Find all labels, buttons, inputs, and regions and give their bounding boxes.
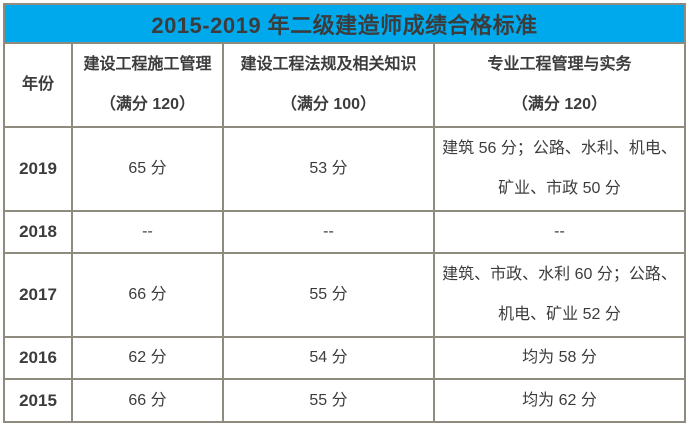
year-cell: 2016 (3, 336, 73, 380)
col-header-practice: 专业工程管理与实务 （满分 120） (432, 42, 687, 128)
col-header-regulations-title: 建设工程法规及相关知识 (240, 56, 417, 73)
regulations-score-cell: 55 分 (222, 252, 435, 338)
practice-score-cell: 建筑 56 分；公路、水利、机电、矿业、市政 50 分 (432, 126, 687, 212)
table-row: 2016 62 分 54 分 均为 58 分 (3, 336, 687, 380)
col-header-practice-title: 专业工程管理与实务 (487, 56, 632, 73)
management-score-cell: 66 分 (71, 378, 224, 423)
col-header-management: 建设工程施工管理 （满分 120） (71, 42, 224, 128)
table-row: 2017 66 分 55 分 建筑、市政、水利 60 分；公路、机电、矿业 52… (3, 252, 687, 338)
practice-score-cell: 均为 62 分 (432, 378, 687, 423)
regulations-score-cell: 55 分 (222, 378, 435, 423)
regulations-score-cell: 54 分 (222, 336, 435, 380)
practice-score-cell: -- (432, 210, 687, 254)
year-cell: 2017 (3, 252, 73, 338)
management-score-cell: 65 分 (71, 126, 224, 212)
management-score-cell: 66 分 (71, 252, 224, 338)
col-header-management-title: 建设工程施工管理 (83, 56, 212, 73)
table-row: 2015 66 分 55 分 均为 62 分 (3, 378, 687, 423)
col-header-regulations: 建设工程法规及相关知识 （满分 100） (222, 42, 435, 128)
practice-score-cell: 均为 58 分 (432, 336, 687, 380)
col-header-year: 年份 (3, 42, 73, 128)
column-header-row: 年份 建设工程施工管理 （满分 120） 建设工程法规及相关知识 （满分 100… (3, 42, 687, 128)
col-header-practice-maxscore: （满分 120） (511, 96, 608, 113)
title-row: 2015-2019 年二级建造师成绩合格标准 (2, 3, 687, 44)
table-row: 2019 65 分 53 分 建筑 56 分；公路、水利、机电、矿业、市政 50… (3, 126, 687, 212)
table-row: 2018 -- -- -- (3, 210, 687, 254)
practice-score-cell: 建筑、市政、水利 60 分；公路、机电、矿业 52 分 (432, 252, 687, 338)
regulations-score-cell: -- (222, 210, 435, 254)
year-cell: 2018 (3, 210, 73, 254)
col-header-year-label: 年份 (21, 76, 54, 93)
regulations-score-cell: 53 分 (222, 126, 435, 212)
management-score-cell: -- (71, 210, 224, 254)
year-cell: 2015 (3, 378, 73, 423)
management-score-cell: 62 分 (71, 336, 224, 380)
table-title: 2015-2019 年二级建造师成绩合格标准 (2, 3, 687, 44)
year-cell: 2019 (3, 126, 73, 212)
col-header-management-maxscore: （满分 120） (99, 96, 196, 113)
col-header-regulations-maxscore: （满分 100） (280, 96, 377, 113)
score-table: 2015-2019 年二级建造师成绩合格标准 年份 建设工程施工管理 （满分 1… (2, 3, 687, 423)
